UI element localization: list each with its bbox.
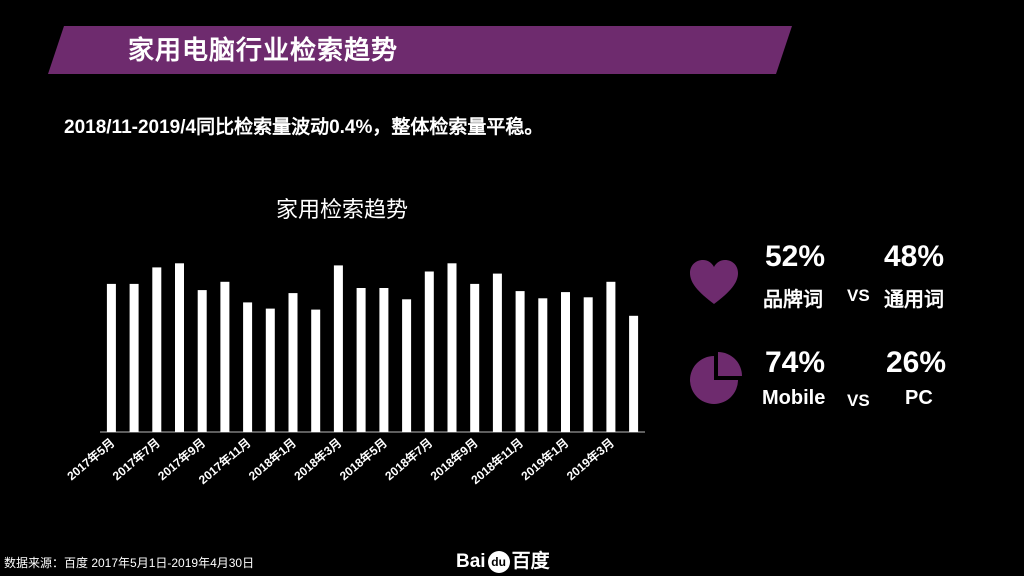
heart-icon <box>690 260 738 304</box>
pc-percent: 26% <box>886 346 947 379</box>
bar <box>288 293 298 432</box>
baidu-logo: Bai du 百度 <box>456 546 550 573</box>
pie-icon <box>690 352 742 404</box>
x-tick-label: 2018年5月 <box>336 435 390 483</box>
vs-label-2: VS <box>847 391 870 410</box>
x-tick-label: 2019年3月 <box>563 435 617 483</box>
brand-percent: 52% <box>765 240 826 273</box>
bar <box>583 297 593 432</box>
bar <box>515 291 525 432</box>
bar <box>470 283 480 432</box>
bar <box>243 302 253 432</box>
x-tick-label: 2017年5月 <box>64 435 118 483</box>
bar <box>106 283 116 432</box>
title-banner <box>48 26 792 74</box>
page-title: 家用电脑行业检索趋势 <box>128 35 399 65</box>
bar <box>333 265 343 432</box>
bar <box>561 292 570 432</box>
bar <box>265 308 275 432</box>
generic-percent: 48% <box>884 240 945 273</box>
bar <box>402 299 412 432</box>
bar <box>492 273 502 432</box>
bar <box>129 283 139 432</box>
x-tick-label: 2018年3月 <box>291 435 345 483</box>
pc-label: PC <box>905 387 933 409</box>
bar <box>197 290 207 432</box>
bar <box>424 271 434 432</box>
headline-text: 2018/11-2019/4同比检索量波动0.4%，整体检索量平稳。 <box>64 117 544 138</box>
x-tick-label: 2017年7月 <box>109 435 163 483</box>
data-source: 数据来源：百度 2017年5月1日-2019年4月30日 <box>4 556 255 570</box>
vs-label-1: VS <box>847 286 870 305</box>
x-tick-label: 2019年1月 <box>518 435 572 483</box>
baidu-paw-icon: du <box>487 550 510 573</box>
bar <box>379 288 389 432</box>
baidu-logo-bai: Bai <box>456 551 486 572</box>
brand-label: 品牌词 <box>763 289 823 311</box>
bar <box>152 267 162 432</box>
generic-label: 通用词 <box>884 289 944 311</box>
mobile-label: Mobile <box>762 387 826 409</box>
bar <box>220 281 230 432</box>
bar <box>447 263 457 432</box>
mobile-percent: 74% <box>765 346 826 379</box>
bar <box>538 298 548 432</box>
bar <box>606 281 616 432</box>
x-tick-label: 2018年1月 <box>245 435 299 483</box>
bar <box>175 263 184 432</box>
bar <box>356 288 366 432</box>
bar <box>629 315 639 432</box>
baidu-logo-cn: 百度 <box>511 551 550 572</box>
chart-title: 家用检索趋势 <box>276 197 409 222</box>
x-tick-label: 2018年7月 <box>382 435 436 483</box>
bar <box>311 309 321 432</box>
